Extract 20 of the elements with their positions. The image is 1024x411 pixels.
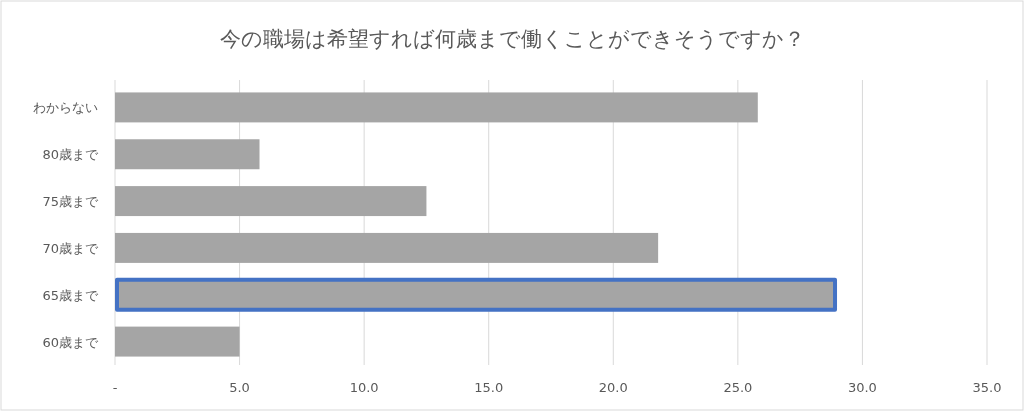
y-tick-label: 65歳まで: [42, 287, 99, 303]
chart-title: 今の職場は希望すれば何歳まで働くことができそうですか？: [219, 27, 805, 51]
x-tick-label: 20.0: [598, 380, 628, 395]
x-tick-label: 15.0: [474, 380, 504, 395]
bar: [115, 186, 427, 217]
x-tick-label: 10.0: [349, 380, 379, 395]
y-tick-label: 75歳まで: [42, 194, 99, 210]
x-tick-label: 30.0: [847, 380, 877, 395]
x-tick-label: 35.0: [972, 380, 1002, 395]
y-tick-label: 80歳まで: [42, 147, 99, 163]
bar: [115, 232, 659, 263]
bar: [115, 326, 240, 357]
y-tick-label: 60歳まで: [42, 334, 99, 350]
x-tick-label: 25.0: [723, 380, 753, 395]
bar: [115, 92, 758, 123]
x-tick-label: 5.0: [229, 380, 250, 395]
bar: [115, 139, 260, 170]
y-tick-label: わからない: [33, 100, 98, 116]
x-tick-label: -: [112, 380, 118, 395]
y-tick-label: 70歳まで: [42, 240, 99, 256]
